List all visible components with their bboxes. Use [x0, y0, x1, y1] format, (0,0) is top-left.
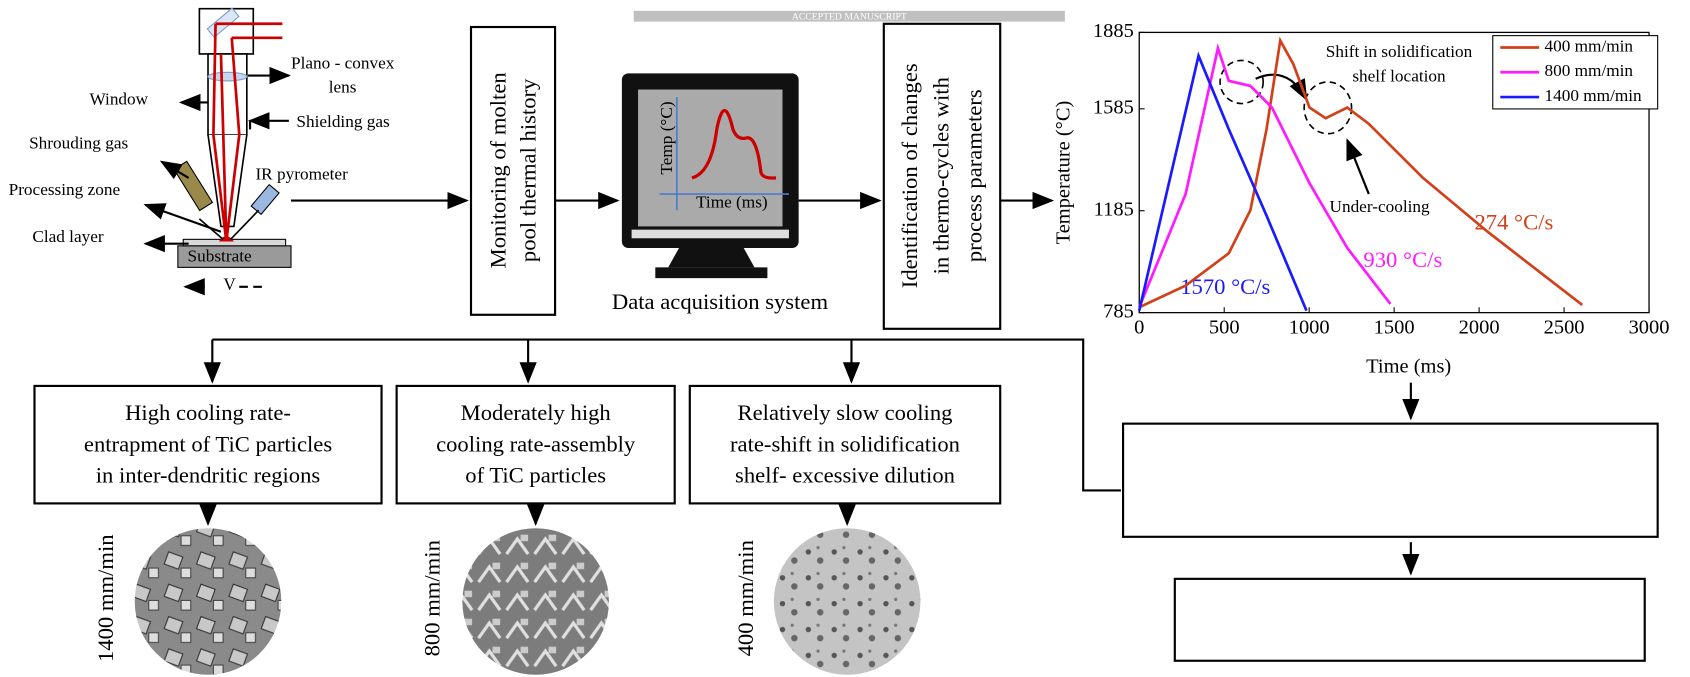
box-text: Moderately high [461, 400, 612, 425]
box [1173, 577, 1646, 662]
series-line [1137, 51, 1308, 312]
x-tick-label: 1500 [1374, 317, 1415, 339]
box [33, 384, 383, 505]
label: Shrouding gas [29, 133, 128, 152]
label: Window [89, 89, 148, 108]
legend-label: 800 mm/min [1544, 61, 1633, 80]
label: Shielding gas [296, 112, 390, 131]
annotation: 930 °C/s [1363, 247, 1442, 272]
box-text: Monitoring of molten [485, 72, 510, 268]
laser-setup [143, 7, 292, 296]
x-axis-label: Time (ms) [1366, 355, 1451, 377]
micrograph [134, 528, 282, 675]
box-text: of TiC particles [465, 463, 606, 488]
x-tick-label: 1000 [1289, 317, 1330, 339]
label: Processing zone [9, 180, 121, 199]
box [688, 384, 1002, 505]
box-text: process parameters [962, 89, 987, 262]
box-text: Identification of changes [897, 63, 922, 288]
connector [212, 338, 1121, 492]
annotation: shelf location [1352, 67, 1446, 86]
label: IR pyrometer [255, 165, 348, 184]
box [882, 22, 1002, 330]
box-text: in inter-dendritic regions [96, 463, 320, 488]
box-text: in thermo-cycles with [928, 76, 953, 274]
x-tick-label: 2500 [1544, 317, 1585, 339]
annotation: Shift in solidification [1326, 42, 1473, 61]
speed-label: 800 mm/min [420, 540, 445, 656]
chart: Temperature (°C) Time (ms) Shift in soli… [1053, 20, 1670, 377]
speed-label: 1400 mm/min [93, 534, 118, 662]
annotation: Under-cooling [1330, 197, 1431, 216]
y-tick-label: 785 [1103, 300, 1134, 322]
x-tick-label: 3000 [1629, 317, 1670, 339]
y-tick-label: 1185 [1094, 198, 1134, 220]
box-text: shelf- excessive dilution [735, 463, 955, 488]
annotation: 1570 °C/s [1180, 274, 1270, 299]
x-tick-label: 2000 [1459, 317, 1500, 339]
speed-label: 400 mm/min [733, 540, 758, 656]
watermark: ACCEPTED MANUSCRIPT [792, 12, 907, 23]
micrograph [462, 528, 609, 675]
caption: Data acquisition system [612, 289, 829, 314]
box-text: pool thermal history [515, 78, 540, 262]
box [395, 384, 676, 505]
y-axis-label: Temperature (°C) [1053, 101, 1075, 245]
box-text: Relatively slow cooling [738, 400, 953, 425]
box-text: entrapment of TiC particles [84, 431, 332, 456]
y-tick-label: 1585 [1093, 97, 1134, 119]
series-line [1137, 43, 1392, 308]
box-text: cooling rate-assembly [436, 431, 636, 456]
label: Plano - convex [291, 54, 395, 73]
label: Clad layer [32, 227, 104, 246]
x-tick-label: 500 [1209, 317, 1240, 339]
legend-label: 400 mm/min [1544, 36, 1633, 55]
box [1121, 422, 1659, 538]
screen-label: Time (ms) [696, 193, 768, 212]
monitor [621, 73, 799, 279]
series-line [1138, 36, 1584, 309]
micrograph [773, 528, 921, 675]
box-text: High cooling rate- [125, 400, 291, 425]
label: V [223, 275, 236, 294]
box [469, 25, 557, 316]
x-tick-label: 0 [1134, 317, 1144, 339]
y-tick-label: 1885 [1093, 20, 1134, 42]
screen-label: Temp (°C) [657, 101, 676, 174]
box-text: rate-shift in solidification [730, 431, 960, 456]
legend-label: 1400 mm/min [1544, 86, 1642, 105]
label: lens [329, 77, 357, 96]
watermark-bar [633, 10, 1065, 22]
label: Substrate [188, 247, 252, 266]
